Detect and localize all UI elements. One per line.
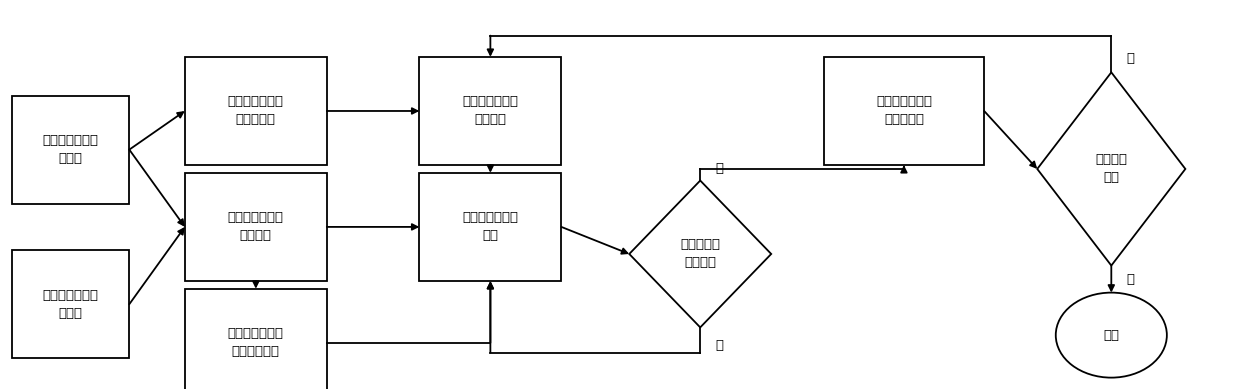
Text: 满足应力、
应变要求: 满足应力、 应变要求 — [681, 238, 720, 269]
Bar — [185, 57, 327, 165]
Text: 建立有限元静力
分析模型: 建立有限元静力 分析模型 — [228, 211, 284, 242]
Bar — [185, 289, 327, 392]
Text: 获取中心孔部位
的应力、应变: 获取中心孔部位 的应力、应变 — [228, 327, 284, 358]
Text: 否: 否 — [1126, 52, 1135, 65]
Text: 确定平板模拟件
基本尺寸: 确定平板模拟件 基本尺寸 — [463, 96, 518, 127]
Bar — [823, 57, 985, 165]
Bar — [12, 96, 129, 204]
Text: 是: 是 — [715, 162, 723, 176]
Text: 否: 否 — [715, 339, 723, 352]
Bar — [12, 250, 129, 358]
Text: 获取离心叶轮材
料参数: 获取离心叶轮材 料参数 — [42, 289, 99, 320]
Bar — [419, 57, 562, 165]
Text: 获取离心叶轮几
何模型: 获取离心叶轮几 何模型 — [42, 134, 99, 165]
Bar — [419, 173, 562, 281]
Ellipse shape — [1055, 292, 1167, 377]
Text: 计算应力强度因
子确定厚度: 计算应力强度因 子确定厚度 — [875, 96, 932, 127]
Polygon shape — [1037, 73, 1185, 265]
Bar — [185, 173, 327, 281]
Polygon shape — [629, 181, 771, 327]
Text: 测量获得中心孔
孔径、厚度: 测量获得中心孔 孔径、厚度 — [228, 96, 284, 127]
Text: 是: 是 — [1126, 272, 1135, 286]
Text: 满足厚度
要求: 满足厚度 要求 — [1095, 153, 1127, 185]
Text: 完成: 完成 — [1104, 328, 1120, 341]
Text: 调整试件尺寸及
载荷: 调整试件尺寸及 载荷 — [463, 211, 518, 242]
